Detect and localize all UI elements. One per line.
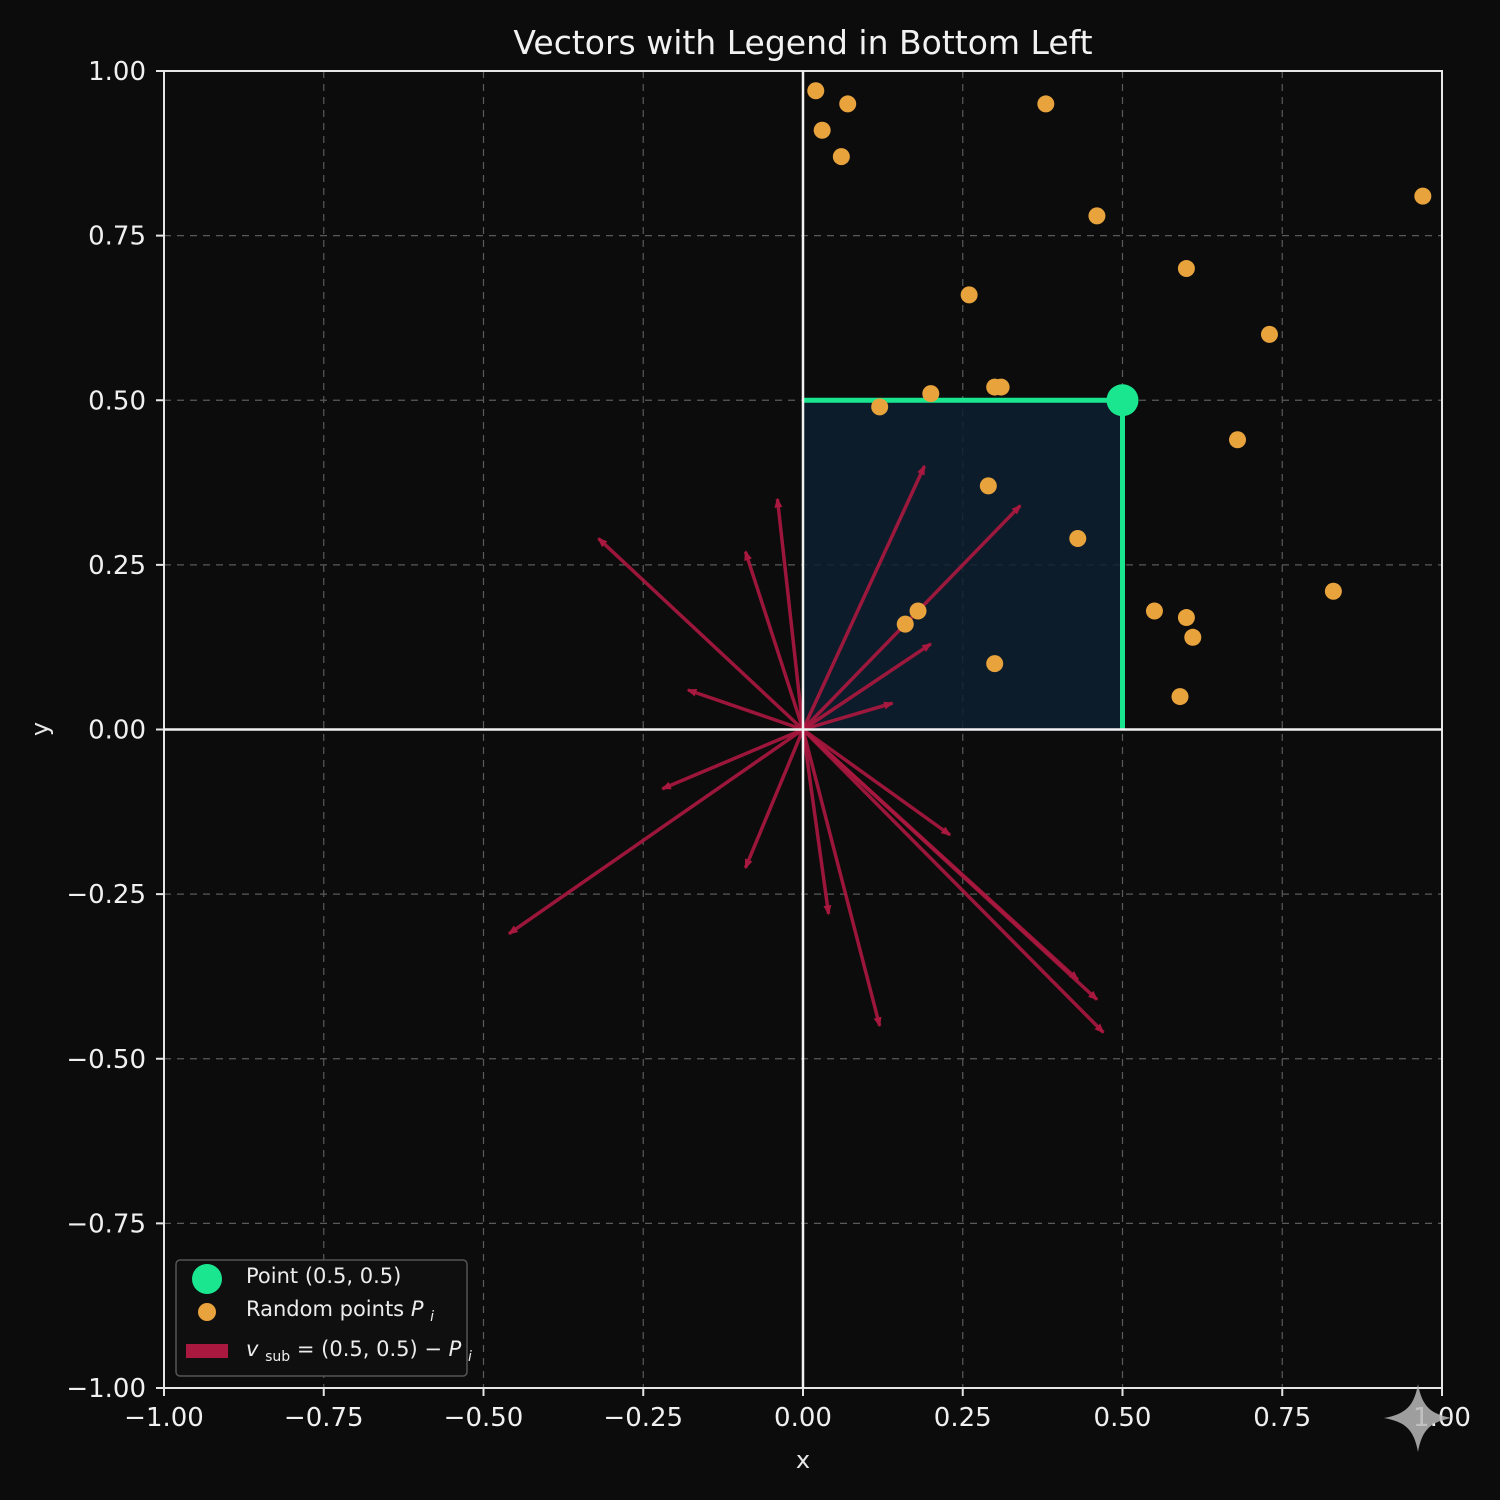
random-point [909,602,927,620]
legend-vector-marker [186,1344,228,1358]
vector-arrow [801,728,1105,1034]
vector-arrow [743,728,805,870]
random-point [1184,628,1202,646]
random-point [1069,530,1087,548]
random-point [1260,325,1278,343]
legend-random-marker [198,1303,216,1321]
random-point [986,655,1004,673]
vector-arrow [801,729,882,1028]
sparkle-watermark-icon [1384,1384,1452,1452]
legend-vector-p-subscript: i [468,1349,472,1365]
legend-vector-rhs: = (0.5, 0.5) − [297,1337,449,1361]
legend-vector-p: P [449,1337,462,1361]
random-point [922,385,940,403]
vector-arrow [597,537,805,731]
x-tick-label: −1.00 [124,1403,204,1433]
random-point [1177,260,1195,278]
legend-vector-subscript: sub [265,1349,290,1365]
random-point [871,398,889,416]
random-point [839,95,857,113]
vector-arrow [774,497,805,730]
y-tick-label: −0.50 [66,1045,146,1075]
vector-arrow [507,728,804,936]
vector-arrow [801,504,1022,731]
y-tick-label: 0.75 [88,222,146,252]
random-point [979,477,997,495]
vector-arrow [801,729,832,916]
vector-arrow [802,701,894,732]
random-point-layer [807,82,1432,706]
vector-arrow [801,464,926,731]
random-point [1177,609,1195,627]
y-tick-label: −1.00 [66,1374,146,1404]
vector-arrow [801,728,1099,1001]
y-tick-label: −0.25 [66,880,146,910]
random-point [1088,207,1106,225]
random-point [960,286,978,304]
x-axis-label: x [796,1446,810,1474]
x-tick-label: −0.25 [603,1403,683,1433]
x-tick-label: 0.50 [1094,1403,1152,1433]
x-tick-label: −0.75 [284,1403,364,1433]
vector-arrow [686,688,804,732]
random-point [1171,688,1189,706]
y-tick-label: 0.50 [88,386,146,416]
random-point [813,121,831,139]
vector-arrow [801,728,952,837]
legend-vector-label: v sub = (0.5, 0.5) − P i [246,1337,472,1366]
legend-vector-v: v [246,1337,259,1361]
random-point [807,82,825,100]
random-point [1037,95,1055,113]
legend-random-label: Random points P i [246,1297,434,1325]
chart-title: Vectors with Legend in Bottom Left [513,23,1092,62]
x-tick-label: 0.75 [1253,1403,1311,1433]
random-point [1324,582,1342,600]
vector-arrow [802,642,933,731]
vector-layer [507,464,1105,1034]
y-axis-label: y [26,722,54,736]
legend-point-marker [192,1264,222,1294]
x-tick-label: −0.50 [444,1403,524,1433]
legend-random-text: Random points [246,1297,404,1321]
tick-labels: −1.00 −0.75 −0.50 −0.25 0.00 0.25 0.50 0.75 1.00… [66,57,1471,1433]
vector-arrow [743,550,805,731]
random-point [1229,431,1247,449]
vector-arrow [661,727,804,791]
legend: Point (0.5, 0.5) Random points P i v sub… [175,1259,472,1377]
random-point [1145,602,1163,620]
random-point [832,148,850,166]
legend-random-subscript: i [430,1309,434,1325]
y-tick-label: −0.75 [66,1209,146,1239]
y-tick-label: 0.25 [88,551,146,581]
legend-frame [175,1259,468,1377]
legend-point-label: Point (0.5, 0.5) [246,1264,401,1288]
legend-random-symbol: P [411,1297,424,1321]
random-point [1414,187,1432,205]
y-tick-label: 1.00 [88,57,146,87]
random-point [896,615,914,633]
x-tick-label: 0.00 [774,1403,832,1433]
random-point [992,378,1010,396]
x-tick-label: 0.25 [934,1403,992,1433]
highlight-point [1106,384,1139,417]
y-tick-label: 0.00 [88,716,146,746]
